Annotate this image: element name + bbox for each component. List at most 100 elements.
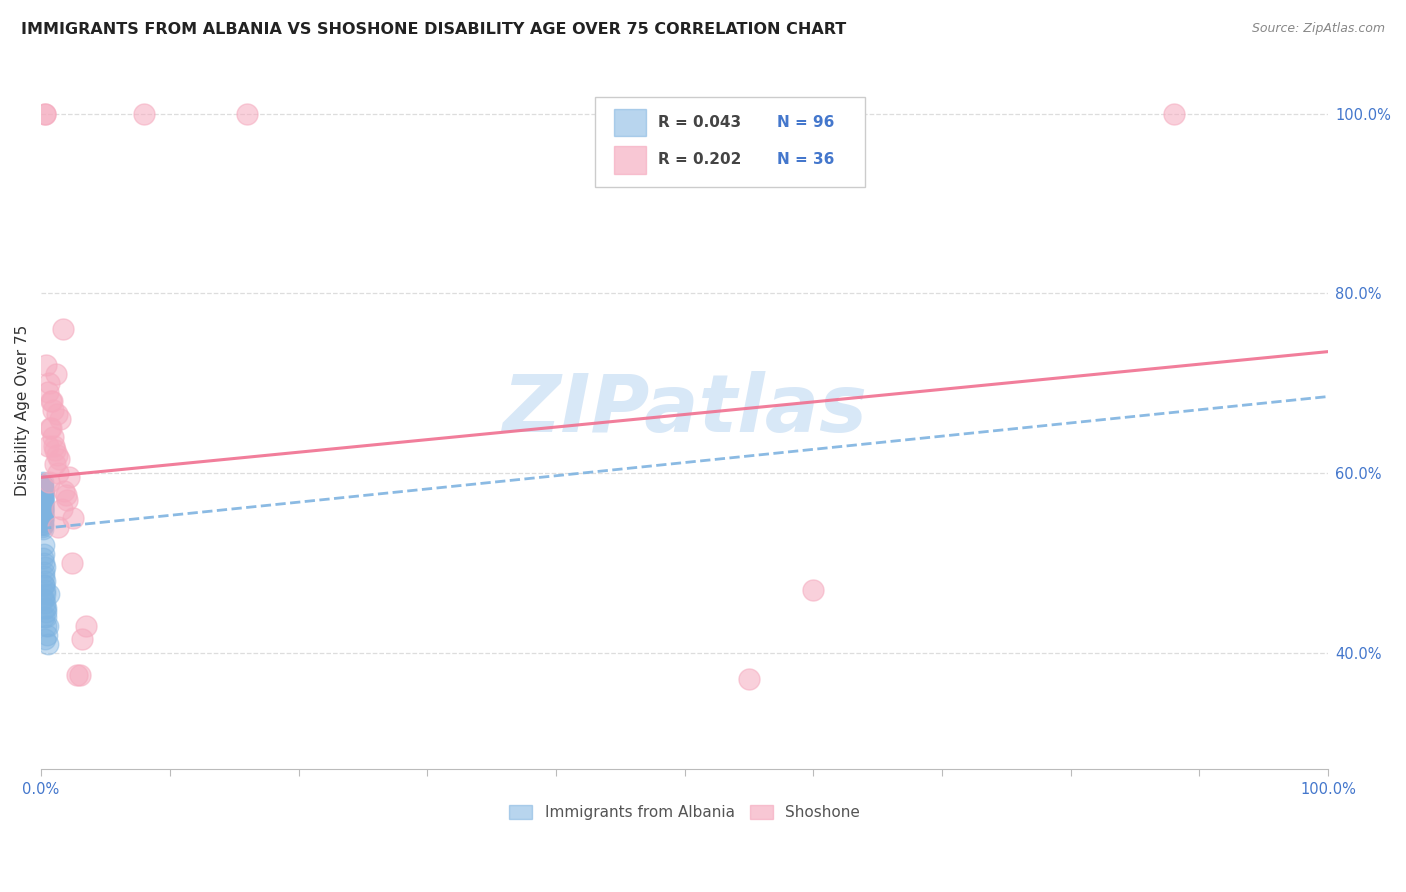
Point	[60, 556, 83, 570]
FancyBboxPatch shape	[614, 146, 645, 174]
Point	[45, 448, 67, 462]
Point	[35, 605, 58, 619]
Point	[75, 618, 97, 632]
Point	[1163, 106, 1185, 120]
Point	[31, 508, 53, 523]
Point	[31, 500, 53, 515]
Text: R = 0.202: R = 0.202	[658, 153, 741, 168]
Point	[31, 492, 53, 507]
Point	[48, 452, 70, 467]
Point	[31, 518, 53, 533]
Point	[31, 494, 53, 508]
Point	[31, 480, 53, 494]
Point	[31, 501, 53, 516]
Point	[35, 618, 58, 632]
Point	[35, 609, 58, 624]
Point	[32, 547, 55, 561]
Text: N = 96: N = 96	[778, 115, 835, 130]
Point	[32, 508, 55, 522]
Point	[31, 496, 53, 510]
Point	[48, 520, 70, 534]
Point	[31, 488, 53, 502]
Y-axis label: Disability Age Over 75: Disability Age Over 75	[15, 325, 30, 496]
Text: N = 36: N = 36	[778, 153, 835, 168]
Point	[46, 408, 69, 422]
Point	[31, 522, 53, 536]
Point	[31, 485, 53, 500]
Point	[32, 491, 55, 506]
Point	[55, 488, 77, 502]
Point	[34, 560, 56, 574]
Point	[66, 668, 89, 682]
Point	[32, 479, 55, 493]
Point	[31, 476, 53, 491]
Point	[46, 466, 69, 480]
Point	[31, 503, 53, 517]
Point	[56, 492, 79, 507]
Legend: Immigrants from Albania, Shoshone: Immigrants from Albania, Shoshone	[503, 798, 866, 826]
Point	[34, 591, 56, 606]
Point	[49, 412, 72, 426]
Point	[41, 394, 63, 409]
Point	[31, 489, 53, 503]
Point	[132, 106, 155, 120]
Point	[31, 497, 53, 511]
Point	[38, 376, 60, 390]
Point	[31, 483, 53, 498]
Point	[31, 477, 53, 491]
Text: R = 0.043: R = 0.043	[658, 115, 741, 130]
Point	[31, 494, 53, 508]
FancyBboxPatch shape	[595, 97, 865, 187]
Point	[69, 668, 91, 682]
Point	[31, 494, 53, 508]
Point	[32, 502, 55, 516]
Point	[801, 582, 824, 597]
Text: IMMIGRANTS FROM ALBANIA VS SHOSHONE DISABILITY AGE OVER 75 CORRELATION CHART: IMMIGRANTS FROM ALBANIA VS SHOSHONE DISA…	[21, 22, 846, 37]
Point	[32, 507, 55, 521]
Point	[31, 492, 53, 507]
Point	[42, 403, 65, 417]
Point	[52, 322, 75, 336]
Point	[32, 591, 55, 606]
Point	[31, 504, 53, 518]
Point	[31, 488, 53, 502]
Point	[31, 506, 53, 520]
Point	[72, 632, 94, 646]
Point	[32, 485, 55, 500]
Point	[42, 439, 65, 453]
Point	[39, 421, 62, 435]
Point	[31, 489, 53, 503]
Point	[31, 500, 53, 514]
Text: ZIPatlas: ZIPatlas	[502, 371, 868, 449]
Point	[31, 512, 53, 526]
Point	[32, 556, 55, 570]
Point	[31, 501, 53, 516]
Point	[31, 482, 53, 496]
Point	[31, 497, 53, 511]
Point	[51, 501, 73, 516]
Point	[31, 507, 53, 521]
Point	[738, 673, 761, 687]
Point	[31, 487, 53, 501]
Point	[31, 490, 53, 504]
Point	[58, 470, 80, 484]
Point	[34, 632, 56, 646]
Point	[39, 421, 62, 435]
Point	[31, 501, 53, 516]
Point	[32, 475, 55, 489]
Point	[31, 481, 53, 495]
Point	[32, 499, 55, 513]
Point	[34, 582, 56, 597]
Point	[45, 367, 67, 381]
Point	[31, 506, 53, 520]
Point	[32, 578, 55, 592]
Point	[31, 486, 53, 500]
Point	[32, 551, 55, 566]
Point	[62, 510, 84, 524]
Point	[31, 482, 53, 496]
Point	[34, 600, 56, 615]
Point	[32, 485, 55, 500]
Point	[34, 596, 56, 610]
Point	[31, 497, 53, 511]
Point	[31, 520, 53, 534]
